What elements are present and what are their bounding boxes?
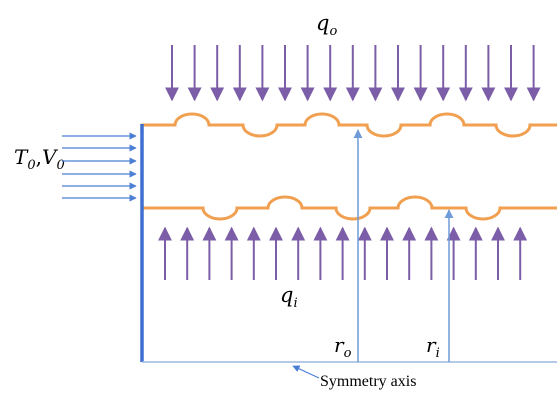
inlet-flow-arrows [62,132,137,202]
outer-radius-label: ro [334,333,352,361]
inner-radius-label: ri [426,333,440,361]
inner-heat-flux-arrows [158,226,528,280]
outer-corrugated-wall [141,112,557,138]
inlet-condition-label: T0,V0 [14,145,65,173]
inner-corrugated-wall [141,195,557,221]
symmetry-axis-pointer [292,365,320,379]
inner-heat-flux-label: qi [280,283,298,311]
outer-heat-flux-label: qo [316,11,337,39]
symmetry-axis-label: Symmetry axis [320,373,416,390]
outer-heat-flux-arrows [165,45,541,102]
